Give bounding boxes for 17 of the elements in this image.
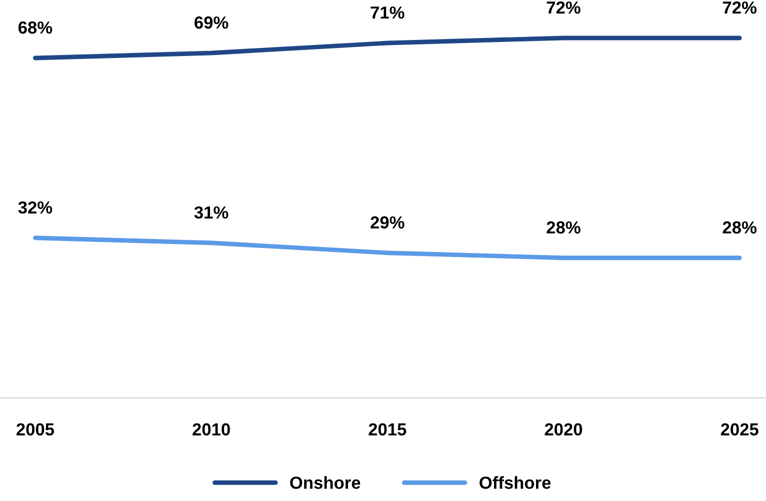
x-tick-label: 2025 [720, 423, 758, 436]
data-label: 68% [18, 21, 52, 34]
data-label: 29% [370, 216, 404, 229]
data-label: 28% [546, 221, 580, 234]
data-label: 31% [194, 206, 228, 219]
data-label: 69% [194, 16, 228, 29]
legend-label: Onshore [290, 476, 360, 489]
data-label: 72% [722, 1, 757, 14]
x-tick-label: 2015 [368, 423, 406, 436]
x-tick-label: 2020 [544, 423, 582, 436]
data-label: 28% [722, 221, 757, 234]
x-tick-label: 2010 [192, 423, 230, 436]
data-label: 72% [546, 1, 580, 14]
x-tick-label: 2005 [16, 423, 54, 436]
legend-label: Offshore [480, 476, 551, 489]
data-label: 71% [370, 6, 404, 19]
data-label: 32% [18, 201, 52, 214]
